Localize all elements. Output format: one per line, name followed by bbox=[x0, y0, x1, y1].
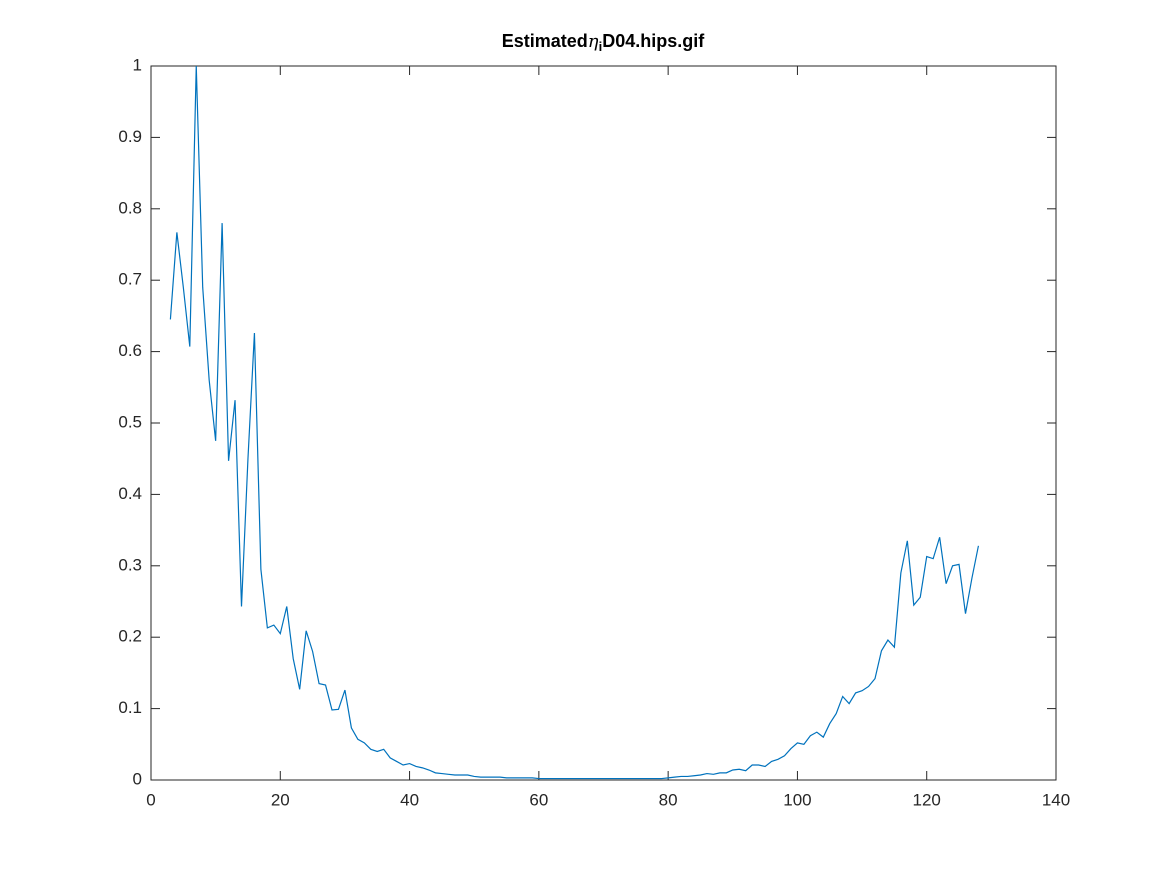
y-tick-label: 0 bbox=[133, 769, 142, 788]
y-tick-label: 0.7 bbox=[118, 270, 142, 289]
y-tick-label: 0.3 bbox=[118, 555, 142, 574]
y-tick-label: 0.4 bbox=[118, 484, 142, 503]
title-text: Estimated bbox=[502, 31, 588, 51]
y-tick-label: 0.5 bbox=[118, 412, 142, 431]
title-subscript: i bbox=[599, 39, 603, 54]
y-tick-label: 0.6 bbox=[118, 341, 142, 360]
y-tick-label: 0.1 bbox=[118, 698, 142, 717]
plot-area bbox=[150, 65, 1057, 781]
x-tick-label: 20 bbox=[271, 790, 290, 809]
x-tick-label: 60 bbox=[529, 790, 548, 809]
y-tick-label: 0.2 bbox=[118, 627, 142, 646]
x-tick-label: 140 bbox=[1042, 790, 1070, 809]
x-tick-label: 40 bbox=[400, 790, 419, 809]
x-tick-label: 120 bbox=[913, 790, 941, 809]
x-tick-label: 80 bbox=[659, 790, 678, 809]
y-tick-label: 0.9 bbox=[118, 127, 142, 146]
x-tick-label: 100 bbox=[783, 790, 811, 809]
y-tick-label: 1 bbox=[133, 55, 142, 74]
x-tick-label: 0 bbox=[146, 790, 155, 809]
data-line bbox=[169, 65, 980, 780]
title-symbol: η bbox=[588, 31, 599, 52]
title-suffix: D04.hips.gif bbox=[602, 31, 705, 51]
chart-title: EstimatedηiD04.hips.gif bbox=[502, 31, 705, 55]
y-tick-label: 0.8 bbox=[118, 198, 142, 217]
